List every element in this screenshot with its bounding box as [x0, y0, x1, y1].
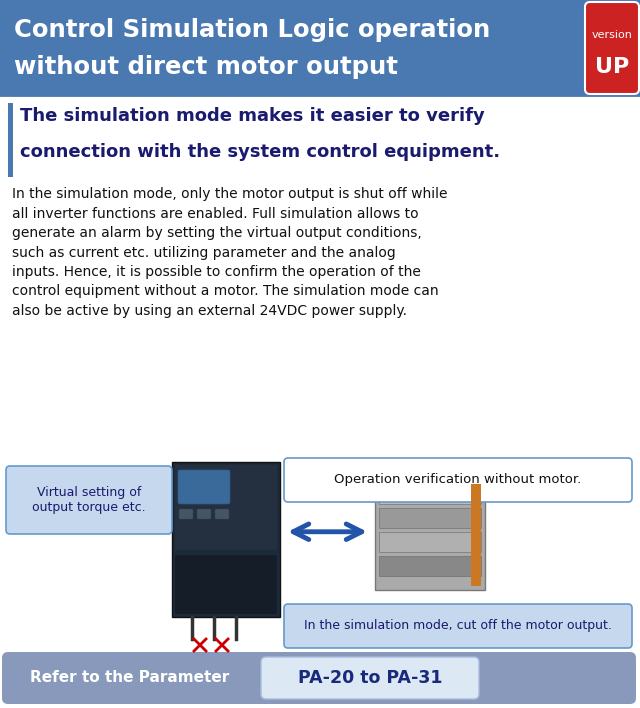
FancyBboxPatch shape: [6, 466, 172, 534]
FancyBboxPatch shape: [471, 484, 481, 586]
Text: In the simulation mode, only the motor output is shut off while: In the simulation mode, only the motor o…: [12, 187, 447, 201]
Text: inputs. Hence, it is possible to confirm the operation of the: inputs. Hence, it is possible to confirm…: [12, 265, 421, 279]
FancyBboxPatch shape: [178, 470, 230, 504]
Text: generate an alarm by setting the virtual output conditions,: generate an alarm by setting the virtual…: [12, 226, 422, 240]
Text: connection with the system control equipment.: connection with the system control equip…: [20, 143, 500, 161]
Text: Control Simulation Logic operation: Control Simulation Logic operation: [14, 18, 490, 42]
Text: control equipment without a motor. The simulation mode can: control equipment without a motor. The s…: [12, 285, 438, 299]
FancyBboxPatch shape: [0, 0, 640, 95]
FancyBboxPatch shape: [2, 652, 636, 704]
FancyBboxPatch shape: [284, 604, 632, 648]
FancyBboxPatch shape: [215, 509, 229, 519]
Text: all inverter functions are enabled. Full simulation allows to: all inverter functions are enabled. Full…: [12, 207, 419, 220]
Text: without direct motor output: without direct motor output: [14, 55, 398, 79]
FancyBboxPatch shape: [379, 484, 481, 504]
Text: Operation verification without motor.: Operation verification without motor.: [334, 474, 582, 486]
FancyBboxPatch shape: [585, 2, 639, 94]
FancyBboxPatch shape: [379, 532, 481, 552]
FancyBboxPatch shape: [8, 103, 13, 177]
Text: In the simulation mode, cut off the motor output.: In the simulation mode, cut off the moto…: [304, 620, 612, 632]
FancyBboxPatch shape: [175, 465, 277, 550]
Text: The simulation mode makes it easier to verify: The simulation mode makes it easier to v…: [20, 107, 484, 125]
Text: version: version: [591, 30, 632, 40]
FancyBboxPatch shape: [379, 508, 481, 528]
FancyBboxPatch shape: [284, 458, 632, 502]
FancyBboxPatch shape: [261, 657, 479, 699]
FancyBboxPatch shape: [379, 556, 481, 576]
Text: such as current etc. utilizing parameter and the analog: such as current etc. utilizing parameter…: [12, 246, 396, 260]
Text: also be active by using an external 24VDC power supply.: also be active by using an external 24VD…: [12, 304, 407, 318]
FancyBboxPatch shape: [197, 509, 211, 519]
FancyBboxPatch shape: [175, 555, 277, 614]
Text: UP: UP: [595, 57, 629, 77]
Text: Virtual setting of
output torque etc.: Virtual setting of output torque etc.: [32, 486, 146, 514]
FancyBboxPatch shape: [172, 462, 280, 617]
FancyBboxPatch shape: [179, 509, 193, 519]
Text: PA-20 to PA-31: PA-20 to PA-31: [298, 669, 442, 687]
Text: Refer to the Parameter: Refer to the Parameter: [30, 670, 229, 685]
FancyBboxPatch shape: [375, 480, 485, 590]
